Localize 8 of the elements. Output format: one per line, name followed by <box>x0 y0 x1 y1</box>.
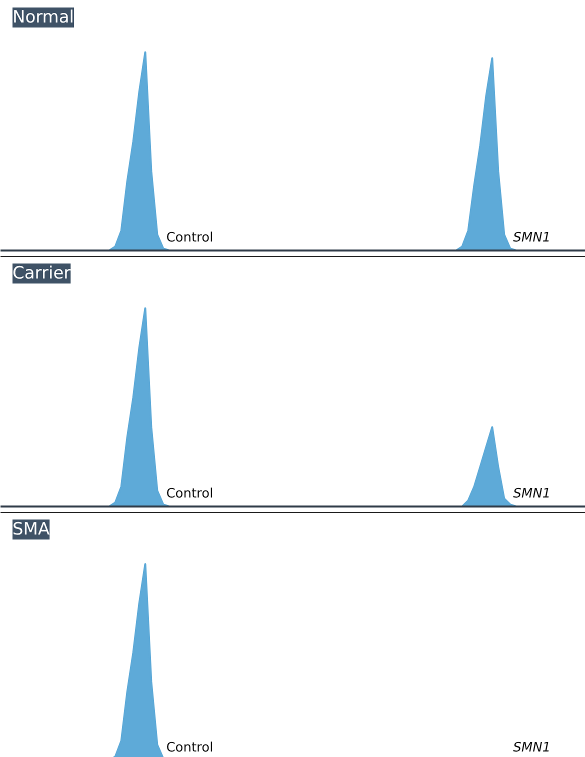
chart-title: Normal <box>12 8 74 28</box>
annotation: Control <box>166 740 214 756</box>
annotation: SMN1 <box>513 740 551 756</box>
annotation: Control <box>166 486 214 502</box>
chart-title: SMA <box>12 520 50 540</box>
annotation: SMN1 <box>513 230 551 246</box>
annotation: SMN1 <box>513 486 551 502</box>
annotation: Control <box>166 230 214 246</box>
